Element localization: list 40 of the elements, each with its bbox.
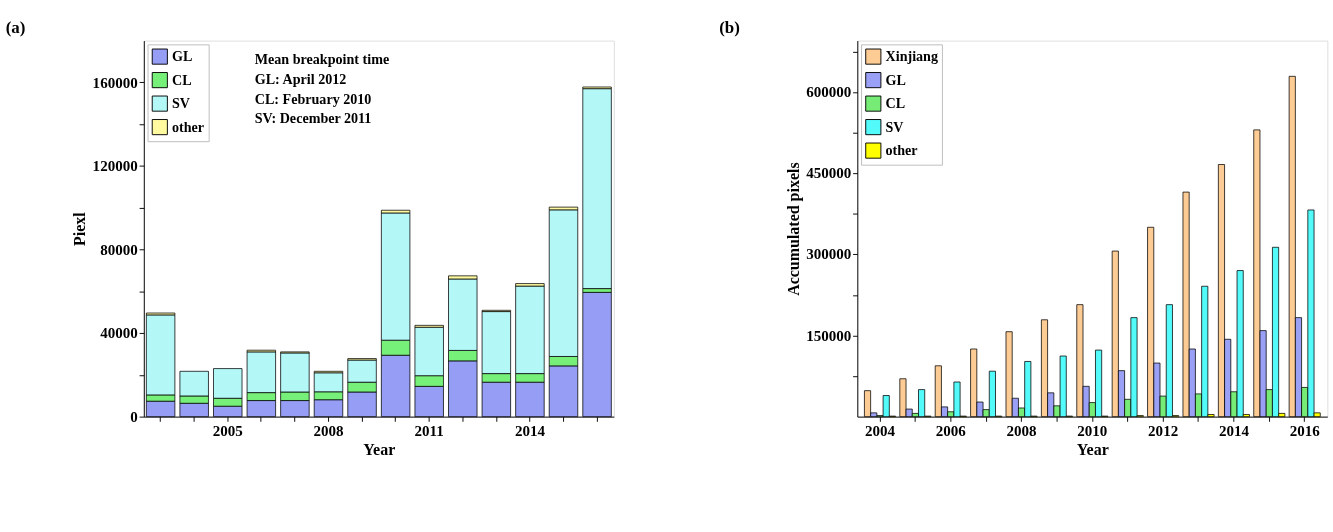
annotation: SV: December 2011 — [254, 110, 372, 127]
legend-label: other — [885, 142, 918, 159]
x-tick-label: 2014 — [514, 422, 546, 439]
legend-label: GL — [172, 48, 193, 65]
chart-title: (b) — [719, 18, 740, 38]
y-tick-label: 160000 — [92, 74, 138, 91]
x-tick-label: 2004 — [864, 422, 896, 439]
y-tick-label: 120000 — [92, 158, 138, 175]
x-tick-label: 2011 — [414, 422, 444, 439]
chart-title: (a) — [5, 18, 26, 38]
x-axis-title: Year — [363, 440, 396, 458]
x-tick-label: 2014 — [1218, 422, 1250, 439]
y-tick-label: 80000 — [100, 241, 138, 258]
annotation: CL: February 2010 — [254, 90, 372, 107]
y-tick-label: 450000 — [806, 165, 852, 182]
bar — [582, 88, 612, 289]
legend-label: SV — [885, 118, 905, 135]
y-tick-label: 300000 — [806, 246, 852, 263]
x-tick-label: 2012 — [1148, 422, 1179, 439]
legend-label: CL — [885, 95, 906, 112]
y-axis-title: Piexl — [71, 211, 89, 246]
legend-label: other — [172, 118, 205, 135]
x-tick-label: 2008 — [313, 422, 344, 439]
legend-label: GL — [885, 71, 906, 88]
legend-label: SV — [172, 95, 191, 112]
x-tick-label: 2008 — [1006, 422, 1038, 439]
annotation: Mean breakpoint time — [254, 51, 390, 68]
y-axis-title: Accumulated pixels — [784, 162, 803, 296]
x-tick-label: 2005 — [212, 422, 243, 439]
legend-label: CL — [172, 71, 192, 88]
annotation: GL: April 2012 — [254, 70, 347, 87]
y-tick-label: 40000 — [100, 325, 138, 342]
x-tick-label: 2016 — [1289, 422, 1321, 439]
y-tick-label: 150000 — [806, 327, 852, 344]
x-tick-label: 2006 — [935, 422, 967, 439]
legend-label: Xinjiang — [885, 48, 939, 65]
y-tick-label: 600000 — [806, 84, 852, 101]
y-tick-label: 0 — [130, 408, 138, 425]
x-axis-title: Year — [1076, 440, 1109, 458]
x-tick-label: 2010 — [1077, 422, 1108, 439]
